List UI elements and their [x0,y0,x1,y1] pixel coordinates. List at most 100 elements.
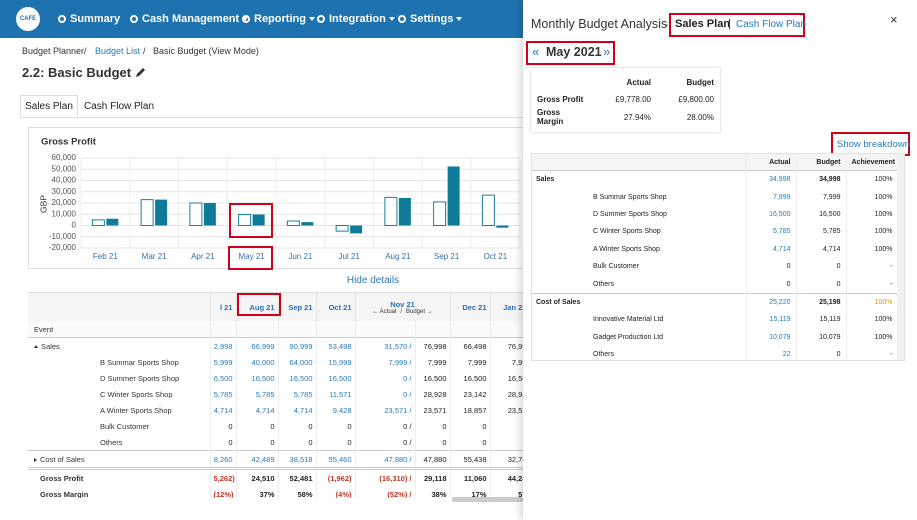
breadcrumb-item: Budget Planner [22,46,85,56]
nav-item[interactable]: Cash Management [130,13,249,25]
table-row: Bulk Customer 0 0 0 0 0 /0 0 [28,418,523,434]
collapse-icon[interactable] [34,345,38,349]
breakdown-cell: 100% [846,223,899,241]
breakdown-cell: 100% [846,240,899,258]
bar [91,219,105,226]
label-text: Others [100,437,123,447]
summary-row: Gross Profit £9,778.00 £9,800.00 [531,91,720,108]
table-cell: 17% [450,486,491,498]
x-tick-label: Aug 21 [385,252,411,261]
y-tick-label: 20,000 [52,198,77,207]
nav-item[interactable]: Settings [398,13,463,25]
column-header: Jan 22 [490,293,523,321]
table-cell: 15,999 [316,354,356,370]
breakdown-cell: 16,500 [746,205,797,224]
table-cell: 47,880 [415,450,451,469]
next-month[interactable]: » [603,44,611,59]
scrollbar[interactable] [897,154,904,360]
table-cell: 31,570 / [355,337,416,354]
row-label: C Winter Sports Shop [28,386,211,402]
label-text: Cost of Sales [40,454,85,464]
expand-icon[interactable] [34,457,37,462]
nav-icon [398,15,406,23]
nav-item[interactable]: Summary [58,13,120,25]
empty-cell [415,321,451,338]
table-cell: 53,498 [316,337,356,354]
row-label: D Summer Sports Shop [28,370,211,386]
x-tick-label: Oct 21 [484,252,508,261]
empty-cell [210,321,237,338]
table-cell: 32,75 [490,450,523,469]
y-tick-label: 30,000 [52,187,77,196]
nav-label: Cash Management [142,13,240,25]
breakdown-cell: 34,998 [746,170,797,189]
row-label: Gross Margin [28,486,211,498]
table-row: Gross Margin (12%) 37% 58% (4%) (52%) /38% 17%… [28,486,523,498]
hide-details-link[interactable]: Hide details [346,275,400,286]
logo[interactable]: CAFE [16,7,40,31]
row-label: Cost of Sales [532,293,747,312]
row-label: Others [532,345,747,360]
tab[interactable]: Sales Plan [20,95,78,118]
breadcrumb-item[interactable]: Budget List [95,46,141,56]
breakdown-cell: 16,500 [796,205,847,224]
breakdown-row: Others 22 0- [532,345,899,360]
table-row: Gross Profit 5,262) 24,510 52,481 (1,962) (16… [28,468,523,486]
row-label: Others [28,434,211,451]
table-cell: 5,999 [210,354,237,370]
scrollbar[interactable] [452,497,523,502]
nav-label: Integration [329,13,386,25]
breadcrumb-item: Basic Budget (View Mode) [153,46,259,56]
table-cell: 7,999 [450,354,491,370]
show-breakdown-link[interactable]: Show breakdown [837,139,910,150]
bar [286,220,300,226]
bar [398,197,411,226]
nav-item[interactable]: Integration [317,13,395,25]
table-cell: 90,999 [278,337,317,354]
highlight-box [229,203,273,238]
bar [189,202,203,226]
panel-tab[interactable]: Cash Flow Plan [736,19,807,30]
summary-cell: 28.00% [686,112,714,122]
column-header: Actual [746,154,797,171]
table-cell: 0 / [355,418,416,434]
row-label: Event [28,321,211,338]
tab-line [20,117,523,118]
close-button[interactable]: × [890,12,898,27]
table-cell: 55,460 [316,450,356,469]
bar [106,218,119,226]
label-text: A Winter Sports Shop [100,405,172,415]
empty-cell [490,434,523,451]
table-cell: 5,785 [278,386,317,402]
breakdown-cell: 100% [846,205,899,224]
nav-item[interactable]: Reporting [242,13,315,25]
prev-month[interactable]: « [532,44,540,59]
table-cell: 0 / [355,434,416,451]
breakdown-cell: 25,198 [796,293,847,312]
nav-icon [58,15,66,23]
table-cell: 5,785 [210,386,237,402]
table-cell: 0 [415,418,451,434]
tab[interactable]: Cash Flow Plan [83,101,155,112]
table-cell: 0 [278,418,317,434]
panel-tab[interactable]: Sales Plan [675,18,731,30]
sub-label: Budget → [406,308,433,315]
bar [252,214,265,226]
edit-icon[interactable] [135,67,146,78]
page-title: 2.2: Basic Budget [22,65,146,80]
breakdown-cell: 7,999 [796,188,847,206]
column-header: Aug 21 [236,293,279,321]
table-cell: 38,518 [278,450,317,469]
x-tick-label: Sep 21 [434,252,460,261]
breakdown-cell: 15,119 [746,311,797,329]
separator: / [143,46,146,56]
sub-label: ← Actual [372,308,397,315]
breakdown-row: Gadget Production Ltd 10,079 10,079 100% [532,328,899,346]
table-row: B Summar Sports Shop 5,999 40,000 64,000 15,… [28,354,523,370]
table-row: A Winter Sports Shop 4,714 4,714 4,714 9,428… [28,402,523,418]
summary-cell: 27.94% [623,112,651,122]
x-tick-label: Mar 21 [142,252,167,261]
dropdown-caret [388,17,395,21]
table-cell: 0 [316,418,356,434]
